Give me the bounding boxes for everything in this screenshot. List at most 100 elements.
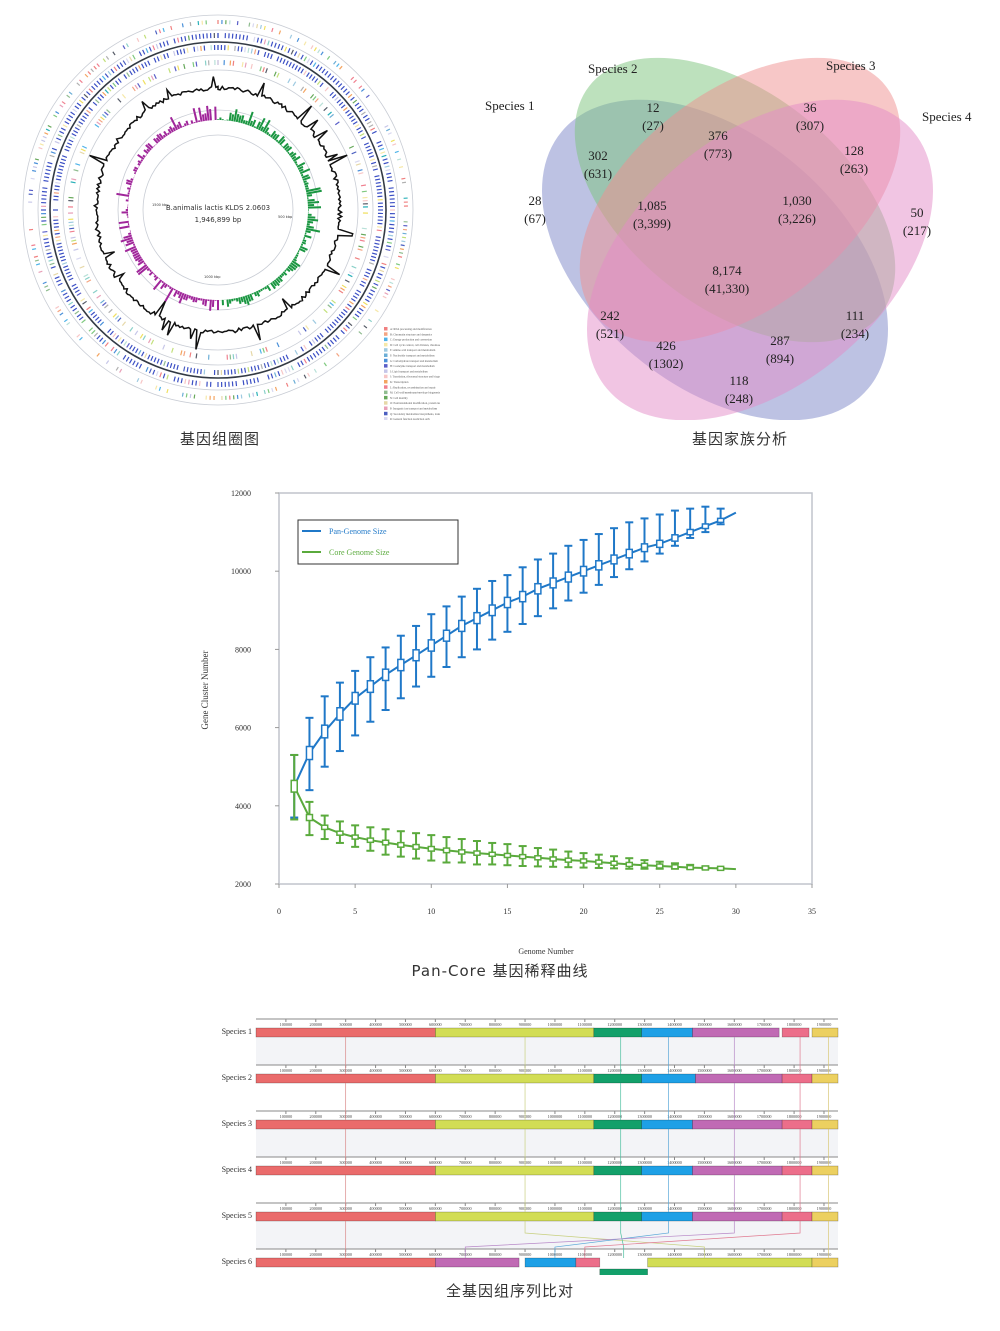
feature-mark <box>155 43 159 49</box>
gc-skew-mark <box>247 111 254 126</box>
feature-mark <box>55 236 61 239</box>
feature-mark <box>173 376 176 382</box>
lcb-block-pink <box>781 1073 813 1084</box>
feature-mark <box>365 271 371 275</box>
feature-mark <box>112 82 117 88</box>
feature-mark <box>359 239 365 242</box>
legend-label-core: Core Genome Size <box>329 548 390 557</box>
pan-box <box>305 745 314 761</box>
gc-skew-mark <box>116 192 130 197</box>
feature-mark <box>104 342 109 347</box>
feature-mark <box>376 229 382 232</box>
feature-mark <box>34 259 40 262</box>
gc-skew-mark <box>307 201 320 204</box>
feature-mark <box>109 84 114 90</box>
feature-mark <box>86 306 91 311</box>
feature-mark <box>74 126 80 131</box>
gc-skew-mark <box>172 127 176 132</box>
ruler-tick-label: 1300000 <box>637 1068 652 1073</box>
feature-mark <box>340 85 345 91</box>
feature-mark <box>374 279 380 283</box>
feature-mark <box>192 62 195 68</box>
feature-mark <box>309 94 315 99</box>
feature-mark <box>361 190 367 193</box>
venn-region-genes: (263) <box>840 161 868 176</box>
feature-mark <box>96 352 100 357</box>
feature-mark <box>361 280 367 284</box>
ruler-tick-label: 1100000 <box>578 1114 593 1119</box>
feature-mark <box>234 45 236 51</box>
feature-mark <box>307 372 311 377</box>
ruler-tick-label: 200000 <box>310 1160 323 1165</box>
feature-mark <box>327 304 332 309</box>
feature-mark <box>110 346 115 352</box>
feature-mark <box>266 361 270 368</box>
cog-legend-label: Q: Secondary metabolites biosynthesis, t… <box>390 413 440 416</box>
gc-skew-mark <box>266 284 272 292</box>
gc-skew-mark <box>228 299 232 304</box>
feature-mark <box>162 373 166 379</box>
lcb-block-gold <box>811 1119 839 1130</box>
cog-legend-label: N: Cell motility <box>390 397 408 400</box>
x-tick-label: 10 <box>427 907 435 916</box>
lcb-block-gold <box>811 1257 839 1268</box>
feature-mark <box>105 55 110 60</box>
core-box <box>457 849 466 855</box>
feature-mark <box>274 386 278 391</box>
feature-mark <box>394 150 399 154</box>
feature-mark <box>134 84 139 90</box>
feature-mark <box>105 360 110 365</box>
venn-label-species-1: Species 1 <box>485 98 534 113</box>
track-label: Species 5 <box>222 1211 252 1220</box>
feature-mark <box>71 178 77 181</box>
feature-mark <box>390 277 395 281</box>
lcb-block-red <box>255 1119 436 1130</box>
feature-mark <box>331 94 337 99</box>
feature-mark <box>282 355 286 361</box>
feature-mark <box>92 289 98 294</box>
feature-mark <box>249 378 252 384</box>
gc-skew-mark <box>260 126 265 132</box>
alignment-track-bg <box>256 1083 838 1111</box>
gc-skew-mark <box>142 154 146 158</box>
ruler-tick-label: 1400000 <box>667 1068 682 1073</box>
feature-mark <box>64 268 70 272</box>
venn-region-genes: (3,226) <box>778 211 816 226</box>
feature-mark <box>277 43 281 49</box>
ruler-tick-label: 600000 <box>429 1160 442 1165</box>
feature-mark <box>365 145 371 149</box>
feature-mark <box>93 83 99 88</box>
gc-skew-mark <box>284 145 290 151</box>
feature-mark <box>291 63 295 69</box>
feature-mark <box>166 40 169 46</box>
feature-mark <box>273 42 277 48</box>
feature-mark <box>300 68 304 74</box>
feature-mark <box>381 154 387 158</box>
gc-skew-mark <box>185 120 189 126</box>
gc-skew-mark <box>300 173 304 177</box>
feature-mark <box>375 236 381 239</box>
feature-mark <box>53 114 58 118</box>
gc-skew-mark <box>133 168 138 173</box>
feature-mark <box>256 377 260 383</box>
cog-legend-swatch <box>384 380 388 384</box>
feature-mark <box>82 300 87 305</box>
feature-mark <box>54 232 60 235</box>
feature-mark <box>31 244 36 247</box>
ruler-tick-label: 800000 <box>489 1160 502 1165</box>
feature-mark <box>358 245 364 248</box>
venn-label-species-2: Species 2 <box>588 61 637 76</box>
feature-mark <box>278 30 282 35</box>
gc-skew-mark <box>131 249 139 255</box>
feature-mark <box>356 310 362 315</box>
feature-mark <box>354 257 360 260</box>
gc-skew-mark <box>204 299 208 307</box>
feature-mark <box>67 142 73 146</box>
lcb-block-blue <box>641 1027 693 1038</box>
feature-mark <box>347 303 352 308</box>
ruler-tick-label: 1700000 <box>757 1068 772 1073</box>
feature-mark <box>147 354 151 360</box>
feature-mark <box>189 352 192 358</box>
feature-mark <box>55 178 61 181</box>
feature-mark <box>153 357 157 363</box>
